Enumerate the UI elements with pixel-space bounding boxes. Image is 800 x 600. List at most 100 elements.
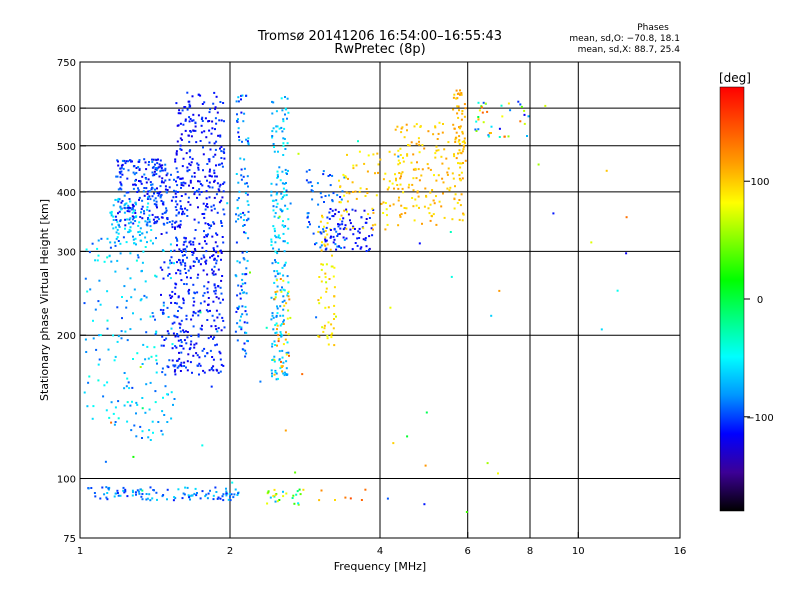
data-point	[205, 309, 208, 312]
data-point	[331, 254, 333, 257]
data-point	[119, 167, 122, 170]
data-point	[410, 161, 413, 164]
data-point	[242, 175, 245, 178]
data-point	[360, 246, 363, 249]
data-point	[273, 495, 276, 498]
data-point	[146, 193, 149, 195]
data-point	[209, 349, 212, 352]
data-point	[282, 495, 285, 498]
data-point	[336, 245, 339, 248]
data-point	[345, 191, 348, 194]
data-point	[141, 199, 144, 202]
data-point	[132, 165, 135, 168]
data-point	[404, 212, 407, 215]
data-point	[138, 221, 141, 224]
data-point	[243, 321, 246, 324]
data-point	[239, 297, 242, 300]
data-point	[221, 196, 224, 199]
data-point	[281, 196, 284, 199]
data-point	[123, 204, 126, 207]
data-point	[214, 148, 217, 151]
data-point	[461, 112, 464, 115]
data-point	[148, 214, 151, 217]
data-point	[220, 199, 223, 202]
data-point	[333, 344, 336, 347]
data-point	[112, 204, 115, 207]
data-point	[367, 213, 370, 216]
data-point	[498, 136, 501, 138]
data-point	[161, 371, 164, 374]
data-point	[174, 497, 177, 500]
data-point	[285, 353, 288, 356]
data-point	[119, 176, 122, 179]
data-point	[273, 150, 276, 153]
data-point	[182, 492, 185, 495]
data-point	[278, 499, 281, 501]
data-point	[241, 282, 244, 285]
data-point	[164, 211, 167, 214]
data-point	[192, 241, 195, 244]
data-point	[220, 220, 222, 223]
data-point	[182, 299, 185, 302]
data-point	[180, 177, 183, 180]
data-point	[135, 435, 138, 438]
data-point	[123, 285, 126, 288]
data-point	[397, 199, 400, 202]
data-point	[161, 268, 164, 271]
data-point	[119, 220, 122, 223]
data-point	[374, 223, 377, 226]
data-point	[317, 230, 320, 233]
data-point	[286, 341, 289, 344]
data-point	[464, 159, 467, 162]
data-point	[110, 212, 113, 215]
data-point	[282, 288, 285, 291]
data-point	[194, 487, 197, 490]
data-point	[203, 256, 206, 259]
data-point	[412, 177, 415, 180]
data-point	[275, 314, 278, 317]
data-point	[136, 352, 139, 355]
data-point	[282, 279, 285, 282]
data-point	[440, 155, 443, 158]
data-point	[243, 291, 246, 294]
data-point	[123, 387, 126, 390]
data-point	[213, 284, 216, 287]
data-point	[240, 94, 243, 97]
data-point	[242, 120, 245, 123]
data-point	[239, 212, 242, 215]
data-point	[477, 116, 480, 118]
data-point	[288, 298, 291, 301]
data-point	[189, 118, 192, 120]
data-point	[191, 371, 193, 374]
data-point	[176, 366, 179, 369]
data-point	[315, 316, 318, 319]
data-point	[442, 123, 444, 125]
data-point	[131, 386, 134, 389]
data-point	[437, 174, 440, 177]
data-point	[334, 208, 337, 211]
data-point	[133, 288, 136, 291]
data-point	[337, 245, 340, 248]
data-point	[108, 416, 111, 419]
data-point	[462, 148, 465, 151]
data-point	[245, 352, 248, 355]
data-point	[275, 205, 278, 208]
data-point	[464, 107, 467, 110]
data-point	[399, 147, 402, 150]
data-point	[216, 111, 219, 114]
data-point	[498, 289, 501, 292]
data-point	[352, 164, 355, 167]
data-point	[210, 132, 213, 135]
data-point	[197, 168, 200, 171]
data-point	[124, 330, 127, 333]
data-point	[245, 219, 248, 222]
data-point	[148, 429, 151, 432]
data-point	[179, 250, 182, 252]
data-point	[247, 142, 250, 144]
data-point	[278, 358, 281, 361]
data-point	[322, 230, 325, 233]
data-point	[114, 421, 117, 423]
data-point	[164, 385, 167, 388]
data-point	[117, 188, 120, 191]
data-point	[413, 219, 416, 222]
